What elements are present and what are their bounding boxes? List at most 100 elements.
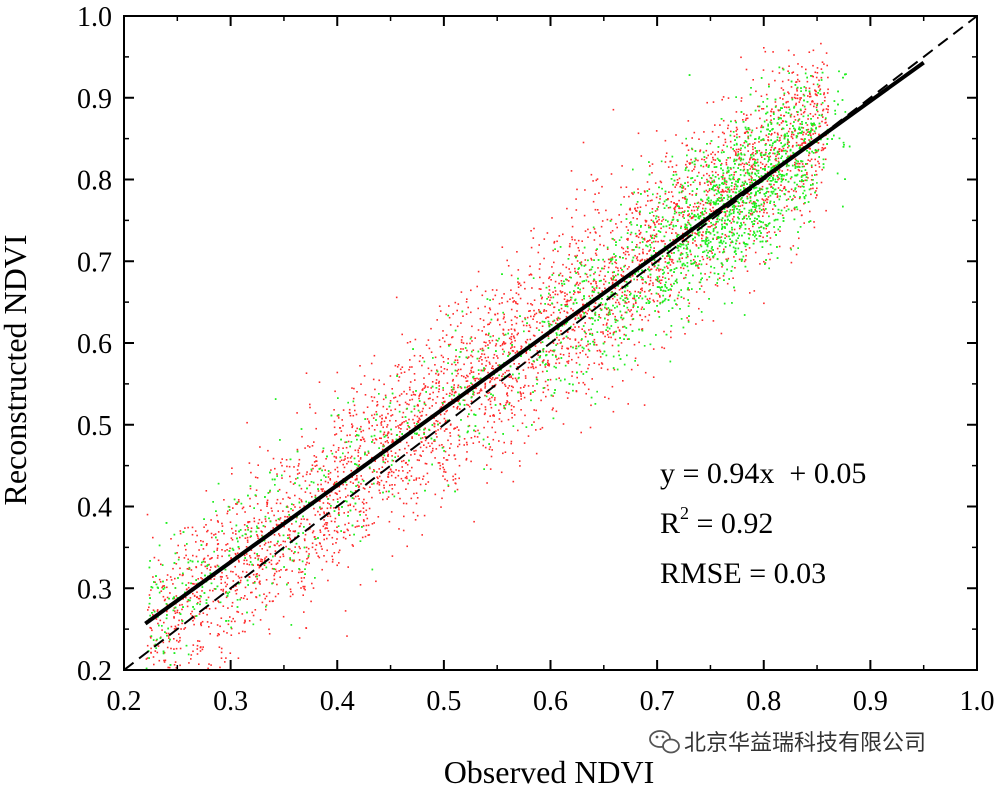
data-point bbox=[403, 421, 405, 423]
data-point bbox=[356, 391, 358, 393]
data-point bbox=[735, 148, 738, 151]
data-point bbox=[491, 426, 493, 429]
data-point bbox=[282, 540, 285, 543]
data-point bbox=[769, 155, 772, 158]
data-point bbox=[200, 622, 202, 624]
data-point bbox=[614, 274, 617, 277]
data-point bbox=[779, 137, 781, 139]
data-point bbox=[747, 135, 749, 138]
data-point bbox=[613, 239, 616, 241]
data-point bbox=[747, 192, 749, 195]
data-point bbox=[636, 259, 639, 262]
data-point bbox=[792, 198, 794, 200]
data-point bbox=[258, 574, 261, 577]
data-point bbox=[150, 589, 152, 591]
data-point bbox=[710, 177, 713, 180]
data-point bbox=[387, 473, 390, 476]
data-point bbox=[607, 397, 610, 400]
data-point bbox=[523, 396, 526, 399]
data-point bbox=[265, 579, 268, 581]
data-point bbox=[754, 194, 756, 197]
data-point bbox=[275, 523, 278, 526]
data-point bbox=[582, 252, 584, 254]
data-point bbox=[467, 385, 469, 388]
data-point bbox=[715, 171, 717, 174]
data-point bbox=[264, 525, 266, 528]
data-point bbox=[730, 241, 732, 244]
data-point bbox=[782, 147, 785, 150]
data-point bbox=[502, 317, 505, 320]
data-point bbox=[593, 338, 596, 341]
data-point bbox=[692, 206, 695, 208]
data-point bbox=[809, 113, 812, 115]
data-point bbox=[252, 564, 254, 566]
data-point bbox=[611, 281, 614, 284]
data-point bbox=[400, 393, 403, 395]
data-point bbox=[300, 487, 303, 490]
data-point bbox=[599, 317, 602, 319]
data-point bbox=[275, 563, 278, 565]
data-point bbox=[699, 202, 702, 205]
data-point bbox=[456, 426, 458, 428]
data-point bbox=[386, 440, 388, 442]
data-point bbox=[356, 525, 358, 528]
data-point bbox=[670, 330, 672, 333]
data-point bbox=[743, 168, 746, 171]
data-point bbox=[238, 632, 240, 635]
data-point bbox=[566, 311, 568, 314]
data-point bbox=[758, 149, 761, 152]
data-point bbox=[231, 539, 234, 541]
data-point bbox=[345, 496, 347, 498]
data-point bbox=[401, 366, 404, 368]
data-point bbox=[654, 224, 656, 226]
data-point bbox=[802, 183, 805, 185]
data-point bbox=[579, 276, 582, 278]
data-point bbox=[447, 439, 449, 442]
data-point bbox=[342, 463, 344, 466]
data-point bbox=[763, 302, 765, 305]
data-point bbox=[470, 409, 473, 412]
data-point bbox=[259, 583, 261, 585]
data-point bbox=[187, 582, 190, 584]
data-point bbox=[511, 297, 514, 299]
data-point bbox=[761, 198, 764, 200]
data-point bbox=[576, 281, 579, 284]
data-point bbox=[690, 253, 692, 256]
data-point bbox=[687, 181, 689, 184]
data-point bbox=[238, 577, 241, 579]
data-point bbox=[176, 611, 178, 614]
data-point bbox=[786, 205, 788, 207]
data-point bbox=[399, 424, 401, 426]
data-point bbox=[509, 298, 511, 300]
data-point bbox=[387, 460, 389, 463]
data-point bbox=[560, 280, 563, 282]
data-point bbox=[626, 289, 629, 292]
data-point bbox=[577, 271, 579, 273]
data-point bbox=[321, 507, 323, 510]
data-point bbox=[689, 162, 692, 164]
data-point bbox=[643, 190, 646, 192]
data-point bbox=[566, 347, 568, 350]
data-point bbox=[484, 394, 486, 397]
data-point bbox=[641, 282, 644, 285]
data-point bbox=[639, 241, 641, 244]
data-point bbox=[640, 288, 642, 290]
data-point bbox=[786, 164, 788, 166]
data-point bbox=[790, 113, 793, 116]
data-point bbox=[706, 101, 708, 104]
data-point bbox=[289, 558, 291, 561]
data-point bbox=[498, 440, 500, 442]
data-point bbox=[642, 252, 644, 255]
data-point bbox=[246, 421, 248, 424]
data-point bbox=[789, 177, 792, 180]
data-point bbox=[267, 512, 269, 514]
data-point bbox=[451, 393, 453, 396]
data-point bbox=[504, 342, 507, 345]
data-point bbox=[686, 206, 689, 208]
data-point bbox=[436, 436, 438, 438]
data-point bbox=[237, 657, 240, 659]
data-point bbox=[691, 216, 694, 219]
data-point bbox=[556, 319, 559, 321]
data-point bbox=[787, 70, 789, 72]
data-point bbox=[304, 588, 306, 591]
